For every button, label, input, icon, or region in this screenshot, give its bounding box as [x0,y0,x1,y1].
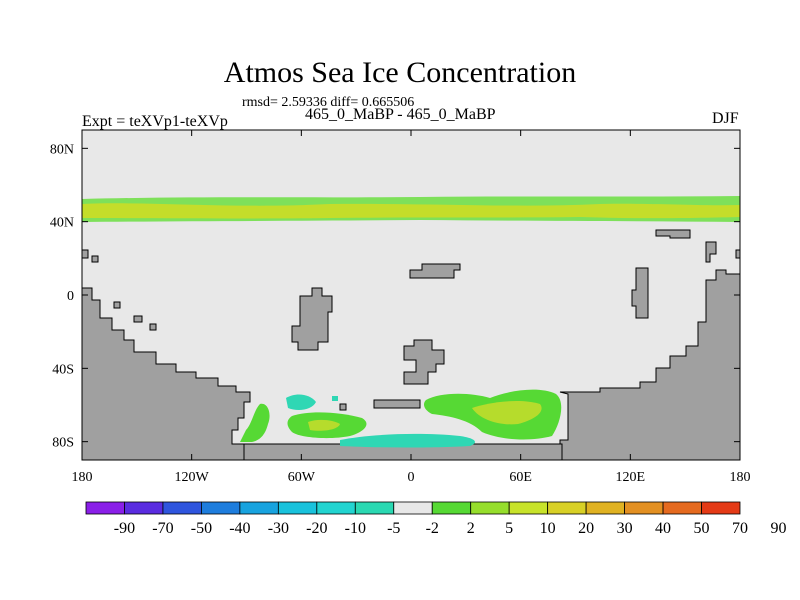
colorbar-label: 70 [732,520,748,537]
land-islet [339,403,347,411]
colorbar-swatch [354,501,395,515]
land-islet [91,255,99,263]
colorbar-label: 5 [505,520,513,537]
colorbar-swatch [701,501,741,515]
colorbar-label: 2 [467,520,475,537]
colorbar-swatch [277,501,318,515]
colorbar-swatch [239,501,279,515]
y-tick-label: 40S [52,362,74,377]
season-label: DJF [712,110,739,127]
colorbar-swatch [624,501,664,515]
x-tick-label: 120W [175,470,210,485]
y-tick-label: 80S [52,436,74,451]
colorbar-label: -2 [426,520,439,537]
x-tick-label: 180 [730,470,751,485]
strong-positive-band-core [82,203,740,219]
land-islet [82,249,89,259]
colorbar-swatch [547,501,587,515]
colorbar-label: 20 [578,520,594,537]
colorbar-swatch [470,501,510,515]
colorbar-label: -70 [152,520,173,537]
colorbar-label: -10 [345,520,366,537]
colorbar-swatch [431,501,472,515]
colorbar-swatch [508,501,549,515]
positive-change-patch [240,403,270,442]
colorbar-swatch [662,501,702,515]
x-tick-label: 60E [509,470,532,485]
colorbar-label: 90 [770,520,786,537]
experiment-label: Expt = teXVp1-teXVp [82,113,228,130]
land-islet [133,315,143,323]
negative-change-patch [332,396,338,401]
land-africa [559,269,740,460]
colorbar-swatch [85,501,125,515]
x-tick-label: 60W [288,470,316,485]
colorbar-label: 10 [540,520,556,537]
negative-change-patch [340,433,475,448]
land-islet [113,301,121,309]
land-islet [149,323,157,331]
colorbar-label: -30 [268,520,289,537]
negative-change-patch [286,394,316,410]
colorbar-swatch [393,501,433,515]
land-northern-strip [409,263,461,279]
colorbar-label: 40 [655,520,671,537]
x-tick-label: 120E [616,470,646,485]
strong-positive-patch [472,401,542,425]
land-east-peninsula [705,241,717,263]
land-south-america [82,287,251,460]
land-central-island [403,339,445,385]
colorbar-label: 50 [694,520,710,537]
colorbar: -90 -70 -50 -40 -30 -20 -10 -5 -2 2 5 10 20 30 40 50 70 9… [85,501,786,537]
period-subtitle: 465_0_MaBP - 465_0_MaBP [305,106,496,123]
colorbar-label: -40 [229,520,250,537]
colorbar-label: -90 [114,520,135,537]
colorbar-swatch [585,501,625,515]
colorbar-swatch [124,501,164,515]
colorbar-swatch [162,501,202,515]
y-axis: 80N 40N 0 40S 80S [50,142,740,451]
x-tick-label: 180 [72,470,93,485]
x-tick-label: 0 [408,470,415,485]
x-axis: 180 120W 60W 0 60E 120E 180 [72,130,751,485]
land-north-east-patch [655,229,691,239]
colorbar-label: -5 [387,520,400,537]
land-equatorial-island [291,287,333,351]
map-field [82,130,740,460]
land-islet [735,249,740,259]
y-tick-label: 80N [50,142,74,157]
stats-line: rmsd= 2.59336 diff= 0.665506 [242,95,415,110]
map-title: Atmos Sea Ice Concentration [223,56,577,89]
land-south-strip [373,399,421,409]
strong-positive-patch [308,419,340,431]
colorbar-label: -50 [191,520,212,537]
land-small-ridge [631,267,649,319]
y-tick-label: 0 [67,289,74,304]
colorbar-label: 30 [617,520,633,537]
y-tick-label: 40N [50,216,74,231]
colorbar-swatch [316,501,356,515]
colorbar-label: -20 [306,520,327,537]
colorbar-swatch [201,501,241,515]
